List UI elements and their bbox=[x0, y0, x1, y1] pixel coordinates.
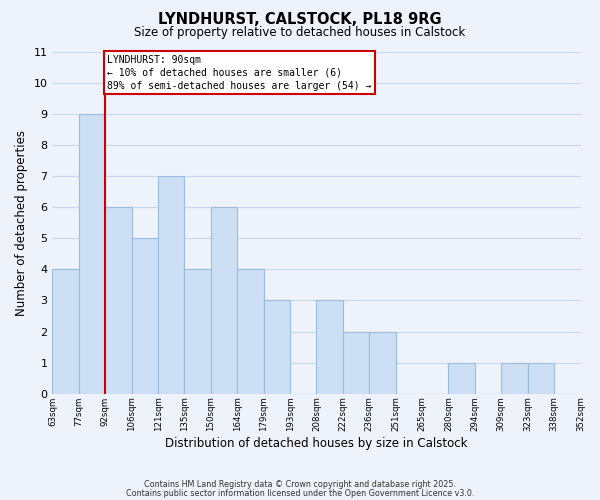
Bar bbox=[211, 207, 237, 394]
Y-axis label: Number of detached properties: Number of detached properties bbox=[15, 130, 28, 316]
Text: Contains public sector information licensed under the Open Government Licence v3: Contains public sector information licen… bbox=[126, 488, 474, 498]
Bar bbox=[369, 332, 395, 394]
Bar bbox=[158, 176, 184, 394]
Text: Size of property relative to detached houses in Calstock: Size of property relative to detached ho… bbox=[134, 26, 466, 39]
Text: Contains HM Land Registry data © Crown copyright and database right 2025.: Contains HM Land Registry data © Crown c… bbox=[144, 480, 456, 489]
Bar bbox=[316, 300, 343, 394]
Bar bbox=[527, 362, 554, 394]
Text: LYNDHURST: 90sqm
← 10% of detached houses are smaller (6)
89% of semi-detached h: LYNDHURST: 90sqm ← 10% of detached house… bbox=[107, 54, 372, 91]
Text: LYNDHURST, CALSTOCK, PL18 9RG: LYNDHURST, CALSTOCK, PL18 9RG bbox=[158, 12, 442, 28]
X-axis label: Distribution of detached houses by size in Calstock: Distribution of detached houses by size … bbox=[165, 437, 468, 450]
Bar bbox=[79, 114, 105, 394]
Bar bbox=[184, 270, 211, 394]
Bar bbox=[501, 362, 527, 394]
Bar bbox=[52, 270, 79, 394]
Bar bbox=[131, 238, 158, 394]
Bar bbox=[237, 270, 263, 394]
Bar bbox=[448, 362, 475, 394]
Bar bbox=[105, 207, 131, 394]
Bar bbox=[343, 332, 369, 394]
Bar bbox=[263, 300, 290, 394]
